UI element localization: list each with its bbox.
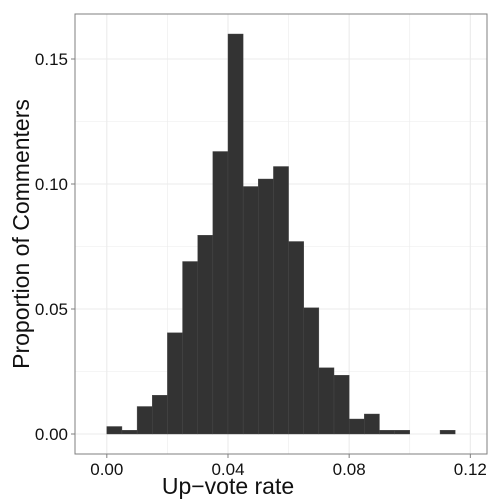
histogram-bar (364, 413, 380, 435)
x-axis-title: Up−vote rate (162, 473, 294, 499)
y-tick-label: 0.10 (35, 175, 68, 194)
histogram-bar (182, 261, 198, 435)
histogram-bar (288, 241, 304, 435)
x-tick-label: 0.12 (454, 460, 487, 479)
histogram-bar (242, 186, 259, 435)
histogram-bar (439, 430, 456, 435)
plot-panel-border (74, 13, 488, 455)
histogram-bar (379, 430, 395, 435)
histogram-bar (394, 430, 410, 435)
axis-ticks: 0.00 0.04 0.08 0.12 0.00 0.05 0.10 0.15 (35, 50, 487, 479)
x-tick-label: 0.04 (211, 460, 244, 479)
histogram-bar (318, 367, 335, 435)
histogram-bar (197, 235, 214, 435)
y-tick-label: 0.15 (35, 50, 68, 69)
histogram-bar (258, 178, 274, 435)
y-tick-label: 0.00 (35, 425, 68, 444)
bars (106, 33, 456, 435)
histogram-bar (273, 166, 289, 435)
histogram-bar (121, 430, 138, 435)
x-tick-label: 0.00 (90, 460, 123, 479)
histogram-bar (167, 332, 183, 435)
histogram-bar (152, 395, 168, 435)
histogram-bar (227, 33, 244, 435)
histogram-bar (106, 426, 123, 435)
y-tick-label: 0.05 (35, 300, 68, 319)
y-axis-title: Proportion of Commenters (8, 99, 34, 369)
histogram-bar (348, 418, 365, 435)
x-tick-label: 0.08 (333, 460, 366, 479)
histogram-bar (212, 151, 229, 435)
histogram-bar (333, 375, 350, 435)
histogram-bar (303, 307, 320, 435)
histogram-bar (136, 406, 153, 435)
